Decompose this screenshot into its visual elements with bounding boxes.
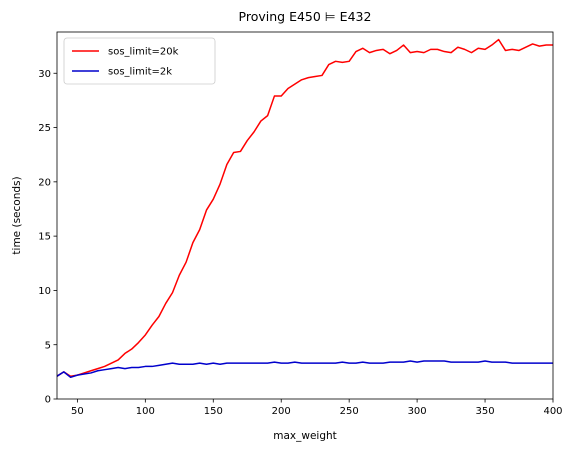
y-tick-label: 5 xyxy=(45,340,51,351)
plot-frame xyxy=(56,31,554,400)
x-tick-label: 250 xyxy=(340,406,359,417)
legend: sos_limit=20k sos_limit=2k xyxy=(63,37,216,85)
chart-title: Proving E450 ⊨ E432 xyxy=(239,9,372,24)
y-tick-label: 20 xyxy=(38,177,51,188)
legend-label-1: sos_limit=20k xyxy=(108,47,179,58)
legend-label-2: sos_limit=2k xyxy=(108,67,172,78)
series-layer xyxy=(57,38,553,379)
y-tick-label: 30 xyxy=(38,69,51,80)
x-tick-label: 200 xyxy=(272,406,291,417)
y-tick-label: 25 xyxy=(38,123,51,134)
y-tick-label: 10 xyxy=(38,286,51,297)
x-axis-label: max_weight xyxy=(273,430,337,442)
x-tick-label: 50 xyxy=(71,406,84,417)
x-tick-label: 100 xyxy=(136,406,155,417)
x-tick-label: 400 xyxy=(543,406,562,417)
y-axis-label: time (seconds) xyxy=(11,176,23,254)
y-tick-label: 0 xyxy=(45,395,51,406)
x-tick-label: 350 xyxy=(476,406,495,417)
series-line-1 xyxy=(57,38,553,378)
y-axis: 0 5 10 15 20 25 30 xyxy=(38,69,57,406)
x-axis: 50 100 150 200 250 300 350 400 xyxy=(71,399,563,417)
series-line-2 xyxy=(57,360,553,379)
x-tick-label: 300 xyxy=(408,406,427,417)
x-tick-label: 150 xyxy=(204,406,223,417)
y-tick-label: 15 xyxy=(38,232,51,243)
legend-box xyxy=(63,37,216,85)
